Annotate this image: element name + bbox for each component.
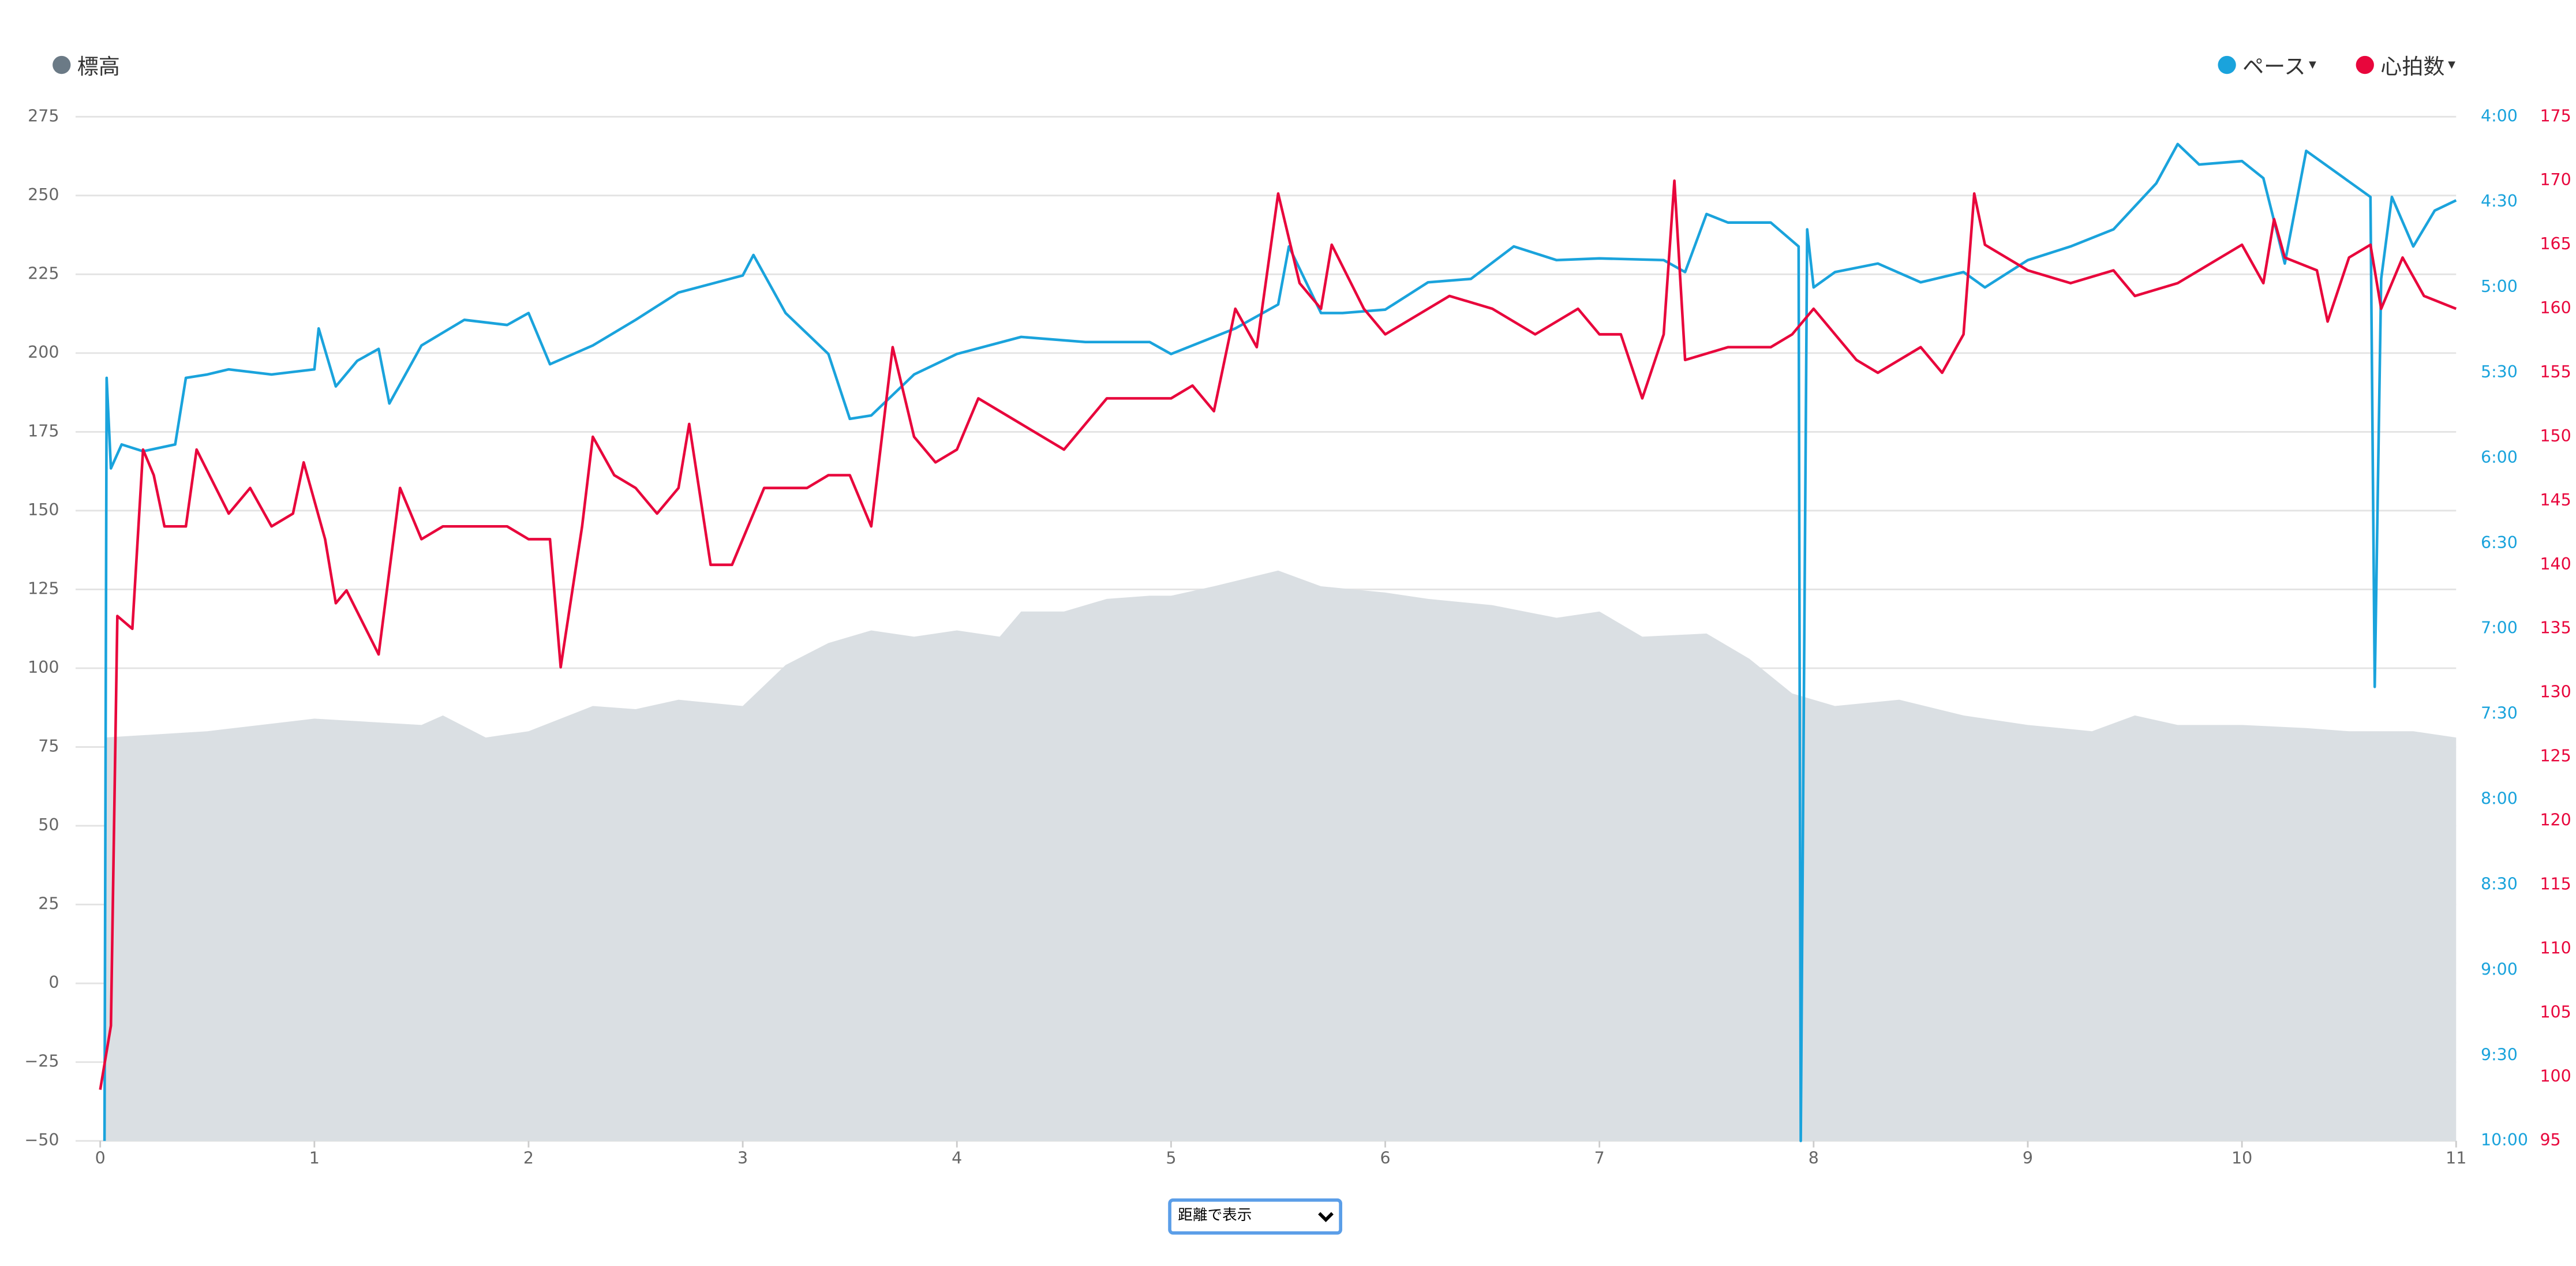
y3-tick-label: 95 <box>2540 1130 2560 1149</box>
y-tick-label: 125 <box>28 579 59 598</box>
y-tick-label: 25 <box>38 894 59 913</box>
x-tick-label: 4 <box>952 1149 962 1168</box>
y2-tick-label: 8:30 <box>2481 874 2518 893</box>
legend-heart-rate[interactable]: 心拍数 ▾ <box>2356 49 2455 81</box>
y3-tick-label: 170 <box>2540 170 2571 189</box>
y3-tick-label: 100 <box>2540 1066 2571 1085</box>
x-tick-label: 9 <box>2023 1149 2033 1168</box>
y-tick-label: 150 <box>28 500 59 519</box>
legend-elevation[interactable]: 標高 <box>53 49 120 81</box>
y3-tick-label: 155 <box>2540 362 2571 381</box>
y2-tick-label: 5:00 <box>2481 277 2518 296</box>
y2-tick-label: 7:30 <box>2481 704 2518 723</box>
line-series <box>103 143 2457 1143</box>
caret: ▾ <box>2309 57 2316 73</box>
legend-dot <box>53 55 71 74</box>
y-tick-label: 75 <box>38 737 59 756</box>
y3-tick-label: 125 <box>2540 747 2571 766</box>
legend-pace[interactable]: ペース ▾ <box>2218 49 2316 81</box>
y3-tick-label: 150 <box>2540 426 2571 445</box>
legend-dot <box>2218 55 2236 74</box>
legend-label: 心拍数 <box>2380 55 2445 81</box>
x-tick-label: 1 <box>309 1149 320 1168</box>
y-tick-label: 0 <box>48 973 59 992</box>
y-tick-label: 250 <box>28 185 59 204</box>
y3-tick-label: 105 <box>2540 1002 2571 1021</box>
y3-tick-label: 115 <box>2540 874 2571 893</box>
caret: ▾ <box>2448 57 2455 73</box>
y2-tick-label: 4:00 <box>2481 106 2518 125</box>
y-tick-label: −25 <box>24 1052 59 1071</box>
y2-tick-label: 6:30 <box>2481 533 2518 552</box>
y3-tick-label: 130 <box>2540 683 2571 702</box>
x-tick-label: 3 <box>737 1149 748 1168</box>
y3-tick-label: 145 <box>2540 490 2571 510</box>
y3-tick-label: 110 <box>2540 938 2571 957</box>
legend-label: ペース <box>2242 55 2306 81</box>
x-tick-label: 7 <box>1594 1149 1605 1168</box>
x-tick-label: 10 <box>2231 1149 2252 1168</box>
y2-tick-label: 6:00 <box>2481 448 2518 467</box>
y2-tick-label: 5:30 <box>2481 362 2518 381</box>
legend-label: 標高 <box>77 55 120 81</box>
elevation-area <box>104 570 2457 1141</box>
y-tick-label: −50 <box>24 1130 59 1149</box>
y2-tick-label: 9:00 <box>2481 960 2518 979</box>
y-tick-label: 225 <box>28 264 59 283</box>
y-tick-label: 175 <box>28 421 59 440</box>
x-tick-label: 2 <box>523 1149 534 1168</box>
x-tick-label: 8 <box>1809 1149 1819 1168</box>
y-tick-label: 275 <box>28 106 59 125</box>
y2-tick-label: 7:00 <box>2481 619 2518 638</box>
y2-tick-label: 8:00 <box>2481 789 2518 808</box>
x-tick-label: 6 <box>1380 1149 1390 1168</box>
legend-dot <box>2356 55 2374 74</box>
y-tick-label: 200 <box>28 343 59 362</box>
y-tick-label: 50 <box>38 815 59 834</box>
line-series <box>99 179 2457 1090</box>
y2-tick-label: 4:30 <box>2481 192 2518 211</box>
y3-tick-label: 165 <box>2540 234 2571 253</box>
y3-tick-label: 135 <box>2540 619 2571 638</box>
x-tick-label: 5 <box>1166 1149 1176 1168</box>
y2-tick-label: 9:30 <box>2481 1045 2518 1064</box>
y3-tick-label: 140 <box>2540 555 2571 574</box>
x-mode-select[interactable]: 距離で表示 <box>1168 1198 1342 1235</box>
y-tick-label: 100 <box>28 658 59 677</box>
x-tick-label: 0 <box>95 1149 106 1168</box>
y3-tick-label: 120 <box>2540 811 2571 830</box>
y3-tick-label: 160 <box>2540 298 2571 317</box>
y2-tick-label: 10:00 <box>2481 1130 2528 1149</box>
x-tick-label: 11 <box>2446 1149 2466 1168</box>
y3-tick-label: 175 <box>2540 106 2571 125</box>
